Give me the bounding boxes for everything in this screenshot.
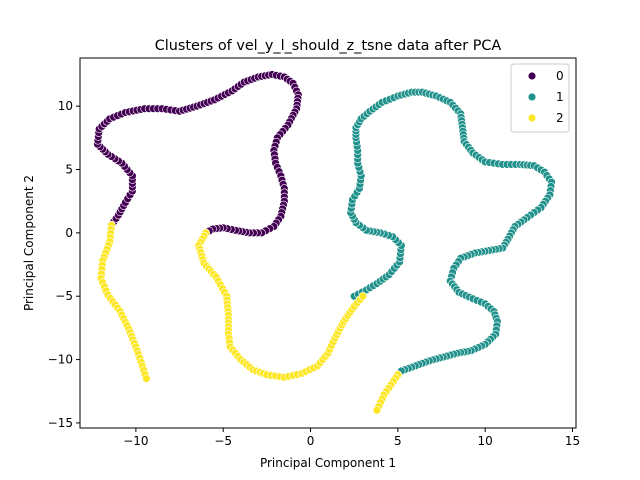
legend-marker-2 [527,113,537,123]
point-cluster-2 [142,374,151,383]
legend-label-2: 2 [556,111,564,125]
x-axis-label: Principal Component 1 [260,456,396,470]
point-cluster-2 [358,292,368,301]
y-tick-label: 0 [65,226,73,240]
x-tick-label: −5 [214,434,232,448]
legend-label-1: 1 [556,90,564,104]
y-axis-label: Principal Component 2 [22,175,36,311]
x-tick-label: 10 [478,434,493,448]
y-tick-label: −15 [48,416,73,430]
x-tick-label: 0 [307,434,315,448]
y-tick-label: −10 [48,353,73,367]
y-axis-ticks: −15 −10 −5 0 5 10 [48,99,80,430]
y-tick-label: 10 [58,99,73,113]
legend: 0 1 2 [510,63,570,133]
axes-frame [79,57,577,429]
x-tick-label: 15 [565,434,580,448]
x-axis-ticks: −10 −5 0 5 10 15 [123,428,580,448]
y-tick-label: 5 [65,163,73,177]
points-layer [93,70,556,415]
chart-title: Clusters of vel_y_l_should_z_tsne data a… [155,38,502,54]
x-tick-label: 5 [394,434,402,448]
point-cluster-2 [372,406,382,415]
legend-box [510,63,570,133]
x-tick-label: −10 [123,434,148,448]
legend-label-0: 0 [556,69,564,83]
legend-marker-0 [527,71,537,81]
y-tick-label: −5 [55,289,73,303]
legend-marker-1 [527,92,537,102]
